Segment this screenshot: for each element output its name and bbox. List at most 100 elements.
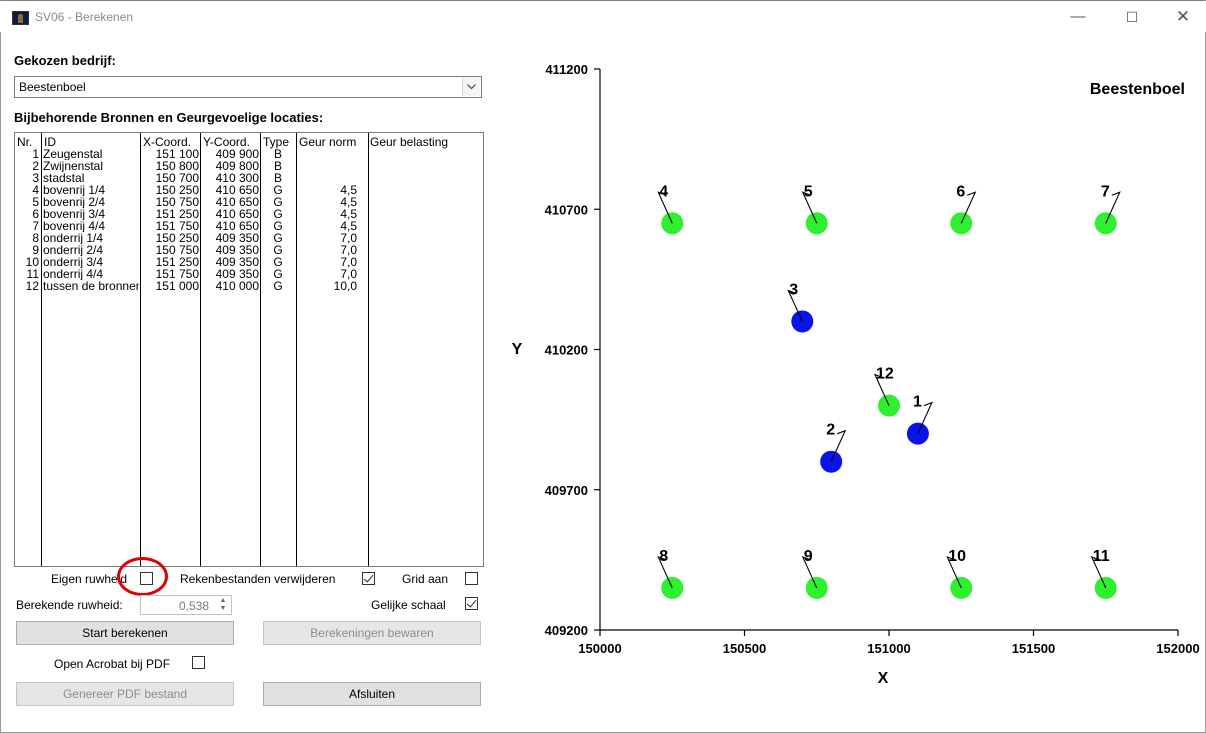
open-acrobat-checkbox[interactable] bbox=[192, 656, 205, 669]
table-row[interactable]: 4 bovenrij 1/4 150 250 410 650 G 4,5 bbox=[15, 184, 483, 196]
column-header-geur-norm[interactable]: Geur norm bbox=[299, 135, 357, 149]
table-row[interactable]: 2 Zwijnenstal 150 800 409 800 B bbox=[15, 160, 483, 172]
eigen-ruwheid-label: Eigen ruwheid bbox=[51, 572, 128, 586]
column-header-x[interactable]: X-Coord. bbox=[143, 135, 192, 149]
point-leader-line bbox=[787, 289, 803, 322]
rekenbestanden-checkbox[interactable] bbox=[362, 572, 375, 585]
point-label: 1 bbox=[913, 394, 922, 411]
column-header-geur-belasting[interactable]: Geur belasting bbox=[370, 135, 449, 149]
point-leader-line bbox=[801, 191, 818, 224]
table-cell: 9 bbox=[32, 244, 39, 256]
gelijke-schaal-label: Gelijke schaal bbox=[371, 598, 446, 612]
table-row[interactable]: 11 onderrij 4/4 151 750 409 350 G 7,0 bbox=[15, 268, 483, 280]
table-cell: B bbox=[273, 148, 282, 160]
grid-checkbox[interactable] bbox=[465, 572, 478, 585]
open-acrobat-label: Open Acrobat bij PDF bbox=[54, 657, 171, 671]
x-tick-label: 150500 bbox=[723, 641, 766, 656]
table-cell: 7,0 bbox=[340, 256, 357, 268]
point-leader-line bbox=[801, 555, 818, 589]
table-cell: 7,0 bbox=[340, 268, 357, 280]
point-leader-line bbox=[1090, 555, 1107, 589]
column-header-nr[interactable]: Nr. bbox=[17, 135, 33, 149]
table-cell: 150 750 bbox=[155, 196, 199, 208]
table-cell: G bbox=[273, 184, 283, 196]
table-cell: 4,5 bbox=[340, 196, 357, 208]
table-cell: 410 650 bbox=[215, 184, 259, 196]
dropdown-arrow-button[interactable] bbox=[462, 78, 480, 96]
app-icon bbox=[12, 11, 29, 25]
grid-label: Grid aan bbox=[402, 572, 449, 586]
table-cell: 151 250 bbox=[155, 256, 199, 268]
window-title: SV06 - Berekenen bbox=[35, 10, 134, 24]
maximize-button[interactable]: ☐ bbox=[1125, 9, 1139, 25]
table-row[interactable]: 7 bovenrij 4/4 151 750 410 650 G 4,5 bbox=[15, 220, 483, 232]
table-cell: bovenrij 1/4 bbox=[43, 184, 106, 196]
table-cell: 10,0 bbox=[333, 280, 357, 292]
column-header-y[interactable]: Y-Coord. bbox=[203, 135, 250, 149]
stepper-up-icon[interactable]: ▲ bbox=[219, 597, 227, 604]
afsluiten-button[interactable]: Afsluiten bbox=[263, 682, 481, 706]
table-cell: bovenrij 4/4 bbox=[43, 220, 106, 232]
column-separator bbox=[260, 133, 261, 566]
point-label: 5 bbox=[804, 183, 813, 200]
title-bar[interactable]: SV06 - Berekenen — ☐ ✕ bbox=[0, 1, 1206, 32]
point-leader-line bbox=[917, 401, 933, 434]
x-axis-label: X bbox=[878, 670, 889, 687]
ruwheid-stepper[interactable]: 0,538 ▲ ▼ bbox=[140, 595, 232, 615]
table-row[interactable]: 9 onderrij 2/4 150 750 409 350 G 7,0 bbox=[15, 244, 483, 256]
chart-title: Beestenboel bbox=[1090, 81, 1185, 98]
point-label: 12 bbox=[876, 366, 894, 383]
stepper-down-icon[interactable]: ▼ bbox=[219, 605, 227, 612]
table-row[interactable]: 12 tussen de bronnen 151 000 410 000 G 10,0 bbox=[15, 280, 483, 292]
gelijke-schaal-checkbox[interactable] bbox=[465, 597, 478, 610]
table-cell: G bbox=[273, 220, 283, 232]
table-cell: 409 350 bbox=[215, 268, 259, 280]
table-cell: 12 bbox=[25, 280, 39, 292]
table-cell: 151 250 bbox=[155, 208, 199, 220]
table-cell: G bbox=[273, 196, 283, 208]
table-cell: onderrij 3/4 bbox=[43, 256, 104, 268]
table-cell: tussen de bronnen bbox=[43, 280, 139, 292]
table-cell: 4,5 bbox=[340, 220, 357, 232]
point-label: 11 bbox=[1093, 548, 1110, 565]
point-leader-line bbox=[873, 373, 890, 406]
table-cell: 151 000 bbox=[155, 280, 199, 292]
table-cell: 409 350 bbox=[215, 232, 259, 244]
y-tick-label: 410700 bbox=[545, 202, 588, 217]
table-row[interactable]: 10 onderrij 3/4 151 250 409 350 G 7,0 bbox=[15, 256, 483, 268]
table-row[interactable]: 1 Zeugenstal 151 100 409 900 B bbox=[15, 148, 483, 160]
point-label: 8 bbox=[659, 548, 668, 565]
table-cell: B bbox=[273, 172, 282, 184]
table-row[interactable]: 3 stadstal 150 700 410 300 B bbox=[15, 172, 483, 184]
table-row[interactable]: 6 bovenrij 3/4 151 250 410 650 G 4,5 bbox=[15, 208, 483, 220]
start-berekenen-button[interactable]: Start berekenen bbox=[16, 621, 234, 645]
table-row[interactable]: 5 bovenrij 2/4 150 750 410 650 G 4,5 bbox=[15, 196, 483, 208]
minimize-button[interactable]: — bbox=[1070, 8, 1086, 25]
genereer-pdf-button[interactable]: Genereer PDF bestand bbox=[16, 682, 234, 706]
column-separator bbox=[200, 133, 201, 566]
company-dropdown[interactable]: Beestenboel bbox=[14, 76, 482, 98]
window-top-border bbox=[0, 0, 1206, 1]
table-cell: 10 bbox=[25, 256, 39, 268]
x-tick-label: 151000 bbox=[867, 641, 910, 656]
x-tick-label: 150000 bbox=[578, 641, 621, 656]
annotation-circle bbox=[117, 557, 168, 596]
table-row[interactable]: 8 onderrij 1/4 150 250 409 350 G 7,0 bbox=[15, 232, 483, 244]
y-tick-label: 411200 bbox=[545, 62, 588, 77]
table-cell: 2 bbox=[32, 160, 39, 172]
close-button[interactable]: ✕ bbox=[1175, 7, 1191, 26]
table-cell: G bbox=[273, 244, 283, 256]
y-tick-label: 409700 bbox=[545, 483, 588, 498]
point-label: 4 bbox=[659, 183, 668, 200]
sources-list[interactable]: Nr. ID X-Coord. Y-Coord. Type Geur norm … bbox=[14, 132, 484, 567]
table-cell: 7,0 bbox=[340, 232, 357, 244]
stepper-buttons[interactable]: ▲ ▼ bbox=[216, 597, 230, 613]
column-header-type[interactable]: Type bbox=[263, 135, 290, 149]
point-leader-line bbox=[1105, 191, 1121, 224]
column-separator bbox=[368, 133, 369, 566]
berekeningen-bewaren-button[interactable]: Berekeningen bewaren bbox=[263, 621, 481, 645]
table-cell: 5 bbox=[32, 196, 39, 208]
column-header-id[interactable]: ID bbox=[44, 135, 56, 149]
point-label: 3 bbox=[789, 281, 798, 298]
rekenbestanden-label: Rekenbestanden verwijderen bbox=[180, 572, 336, 586]
